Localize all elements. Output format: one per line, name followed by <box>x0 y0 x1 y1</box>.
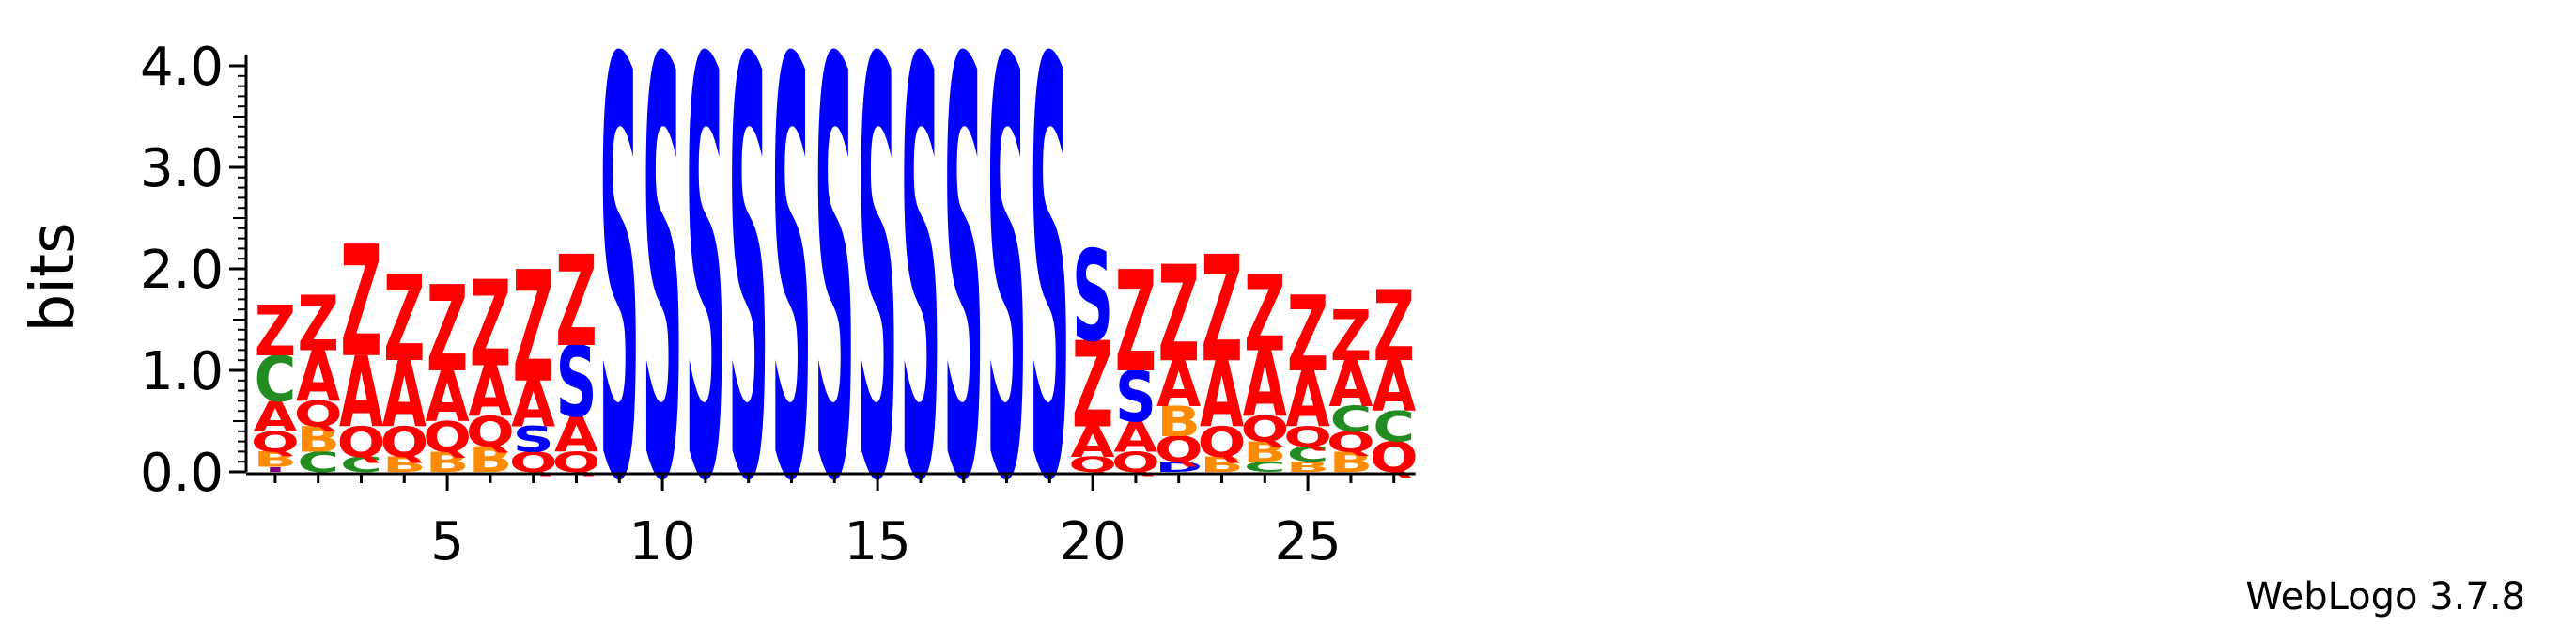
glyph-pos-7-z: Z <box>513 239 554 416</box>
glyph-pos-24-c: C <box>1244 460 1286 476</box>
glyph-pos-24-a: A <box>1243 332 1287 437</box>
glyph-pos-4-z: Z <box>383 251 425 388</box>
glyph-pos-2-b: B <box>297 419 340 460</box>
glyph-pos-24-b: B <box>1243 437 1286 469</box>
glyph-pos-27-a: A <box>1372 346 1417 427</box>
glyph-pos-26-z: Z <box>1330 295 1372 376</box>
x-axis: 5 10 15 20 25 <box>246 472 1416 572</box>
glyph-pos-15-s: S <box>857 0 898 607</box>
glyph-pos-23-z: Z <box>1201 224 1242 395</box>
glyph-pos-8-z: Z <box>555 230 597 375</box>
glyph-pos-6-z: Z <box>470 257 511 394</box>
glyph-pos-4-q: Q <box>380 418 428 467</box>
glyph-pos-27-c: C <box>1373 403 1415 452</box>
glyph-pos-14-s: S <box>814 0 855 607</box>
glyph-pos-1-z: Z <box>255 290 296 371</box>
y-tick-label-3-0: 3.0 <box>140 138 224 199</box>
glyph-pos-22-b: B <box>1157 398 1201 447</box>
x-tick-label-25: 25 <box>1274 511 1341 572</box>
glyph-pos-1-q: Q <box>251 427 300 459</box>
x-tick-label-10: 10 <box>628 511 695 572</box>
glyph-pos-8-a: A <box>554 408 598 464</box>
glyph-pos-6-a: A <box>468 352 513 432</box>
glyph-pos-27-z: Z <box>1373 271 1415 384</box>
glyph-pos-21-a: A <box>1113 414 1157 462</box>
y-tick-label-1-0: 1.0 <box>140 341 224 402</box>
glyph-pos-26-a: A <box>1328 349 1373 421</box>
glyph-pos-8-s: S <box>556 326 597 440</box>
y-axis: 0.0 1.0 2.0 3.0 4.0 <box>140 37 248 504</box>
glyph-pos-5-a: A <box>426 356 471 437</box>
glyph-pos-3-a: A <box>339 337 383 450</box>
glyph-pos-6-q: Q <box>466 408 515 457</box>
weblogo-credit: WebLogo 3.7.8 <box>2245 575 2525 619</box>
glyph-pos-1-i: I <box>265 465 287 474</box>
glyph-pos-22-z: Z <box>1158 237 1200 392</box>
glyph-pos-23-a: A <box>1200 342 1244 447</box>
glyph-pos-20-s: S <box>1072 225 1113 369</box>
glyph-pos-3-z: Z <box>340 213 381 391</box>
glyph-pos-21-s: S <box>1115 356 1156 437</box>
y-axis-title: bits <box>19 223 88 333</box>
y-tick-label-0-0: 0.0 <box>140 443 224 504</box>
glyph-pos-25-z: Z <box>1287 274 1328 396</box>
y-tick-label-4-0: 4.0 <box>140 37 224 98</box>
glyph-pos-2-z: Z <box>298 278 339 368</box>
glyph-pos-24-q: Q <box>1240 409 1289 449</box>
glyph-pos-7-s: S <box>513 419 554 460</box>
glyph-pos-7-a: A <box>511 369 556 442</box>
glyph-pos-25-b: B <box>1286 460 1329 476</box>
glyph-pos-5-z: Z <box>427 261 468 399</box>
glyph-pos-3-q: Q <box>337 418 386 467</box>
glyph-pos-12-s: S <box>728 0 769 607</box>
glyph-pos-26-c: C <box>1330 399 1373 439</box>
glyph-pos-11-s: S <box>685 0 726 607</box>
glyph-pos-24-z: Z <box>1244 255 1285 376</box>
glyph-pos-13-s: S <box>771 0 813 607</box>
glyph-pos-20-z: Z <box>1072 318 1113 455</box>
glyph-pos-22-a: A <box>1156 349 1202 421</box>
glyph-pos-20-a: A <box>1071 418 1115 467</box>
glyph-pos-18-s: S <box>986 0 1028 607</box>
x-tick-label-15: 15 <box>844 511 910 572</box>
glyph-pos-2-a: A <box>296 337 341 417</box>
glyph-pos-25-q: Q <box>1283 421 1332 453</box>
x-tick-label-20: 20 <box>1059 511 1125 572</box>
glyph-pos-23-q: Q <box>1198 418 1247 467</box>
glyph-pos-5-q: Q <box>423 414 472 462</box>
glyph-pos-4-a: A <box>382 342 427 447</box>
x-tick-label-5: 5 <box>430 511 464 572</box>
glyph-pos-22-q: Q <box>1155 430 1203 470</box>
glyph-pos-10-s: S <box>642 0 683 607</box>
glyph-pos-1-c: C <box>255 344 297 416</box>
glyph-pos-25-a: A <box>1286 354 1330 444</box>
glyph-pos-1-b: B <box>254 447 297 472</box>
glyph-pos-1-a: A <box>253 393 297 442</box>
glyph-pos-9-s: S <box>598 0 640 607</box>
glyph-pos-21-z: Z <box>1115 242 1156 404</box>
glyph-pos-19-s: S <box>1029 0 1070 607</box>
glyph-pos-26-q: Q <box>1327 427 1375 459</box>
glyph-pos-25-c: C <box>1287 442 1329 466</box>
glyph-pos-2-q: Q <box>294 394 343 434</box>
glyph-pos-22-d: D <box>1155 460 1202 476</box>
y-tick-label-2-0: 2.0 <box>140 240 224 301</box>
glyph-pos-16-s: S <box>900 0 941 607</box>
glyph-pos-17-s: S <box>943 0 985 607</box>
